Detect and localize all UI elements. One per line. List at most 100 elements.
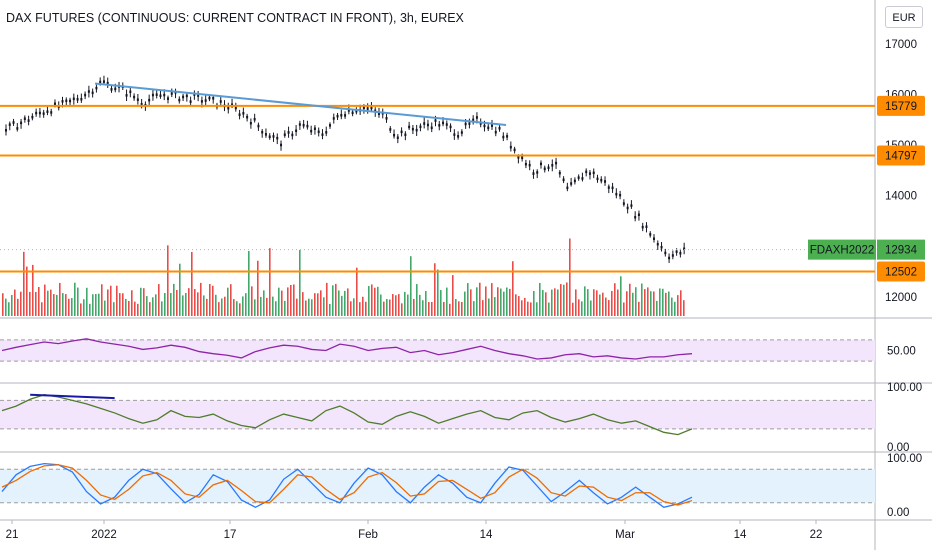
currency-button[interactable]: EUR <box>885 6 923 28</box>
volume-bar <box>320 290 322 316</box>
price-candle-body <box>551 164 554 167</box>
volume-bar <box>488 298 490 316</box>
volume-bar <box>251 286 253 316</box>
volume-bar <box>584 286 586 316</box>
price-candle-body <box>212 97 215 100</box>
volume-bar <box>350 301 352 316</box>
price-candle-body <box>664 251 667 255</box>
volume-bar <box>314 293 316 316</box>
price-candle-body <box>656 242 659 246</box>
price-candle-body <box>524 162 527 166</box>
price-candle-body <box>370 106 373 110</box>
price-axis-tick: 17000 <box>885 39 917 51</box>
price-candle-body <box>679 251 682 255</box>
volume-bar <box>578 299 580 316</box>
volume-bar <box>554 288 556 316</box>
volume-bar <box>416 284 418 316</box>
volume-bar <box>626 291 628 316</box>
volume-bar <box>446 287 448 316</box>
stochastic-k-line <box>1 462 693 509</box>
volume-bar <box>8 302 10 316</box>
volume-bar <box>380 294 382 316</box>
volume-bar <box>11 294 13 316</box>
price-candle-body <box>321 133 324 136</box>
divergence-line[interactable] <box>30 393 115 400</box>
price-axis-tick: 12000 <box>885 292 917 304</box>
price-candle-body <box>347 109 350 112</box>
price-candle-body <box>298 123 301 126</box>
price-candle-body <box>46 110 49 113</box>
volume-bar <box>5 298 7 316</box>
price-candle-body <box>404 133 407 137</box>
price-candle-body <box>449 125 452 129</box>
volume-bar <box>92 294 94 316</box>
price-axis-tick: 14000 <box>885 191 917 203</box>
volume-bar <box>473 301 475 316</box>
price-candle-body <box>607 186 610 189</box>
price-candle-body <box>272 135 275 138</box>
volume-bar <box>632 292 634 316</box>
price-candle-body <box>291 133 294 137</box>
oscillator-line <box>1 394 693 436</box>
price-candle-body <box>604 180 607 183</box>
price-candle-body <box>313 127 316 131</box>
volume-bar <box>56 294 58 316</box>
volume-bar <box>317 293 319 316</box>
price-candle-body <box>102 80 105 83</box>
volume-bar <box>44 284 46 316</box>
volume-bar <box>122 293 124 316</box>
trendline[interactable] <box>94 82 507 126</box>
volume-bar <box>77 287 79 316</box>
price-candle-body <box>332 117 335 120</box>
volume-bar <box>47 290 49 316</box>
time-axis-tick: 14 <box>480 529 493 541</box>
volume-bar <box>365 301 367 316</box>
price-candle-body <box>634 215 637 219</box>
level-price-label: 12502 <box>885 266 917 278</box>
volume-bar <box>344 290 346 316</box>
price-candle-body <box>197 94 200 97</box>
volume-bar <box>431 302 433 316</box>
volume-bar <box>194 289 196 316</box>
price-candle-body <box>219 100 222 103</box>
chart-title: DAX FUTURES (CONTINUOUS: CURRENT CONTRAC… <box>6 11 464 25</box>
price-candle-body <box>570 182 573 185</box>
price-candle-body <box>653 237 656 240</box>
level-price-tag <box>877 145 925 166</box>
price-candle-body <box>310 129 313 133</box>
volume-bar <box>230 284 232 316</box>
volume-bar <box>449 303 451 316</box>
price-candle-body <box>38 111 41 115</box>
volume-bar <box>299 249 301 316</box>
price-candle-body <box>35 111 38 115</box>
volume-bar <box>506 287 508 316</box>
volume-bar <box>41 302 43 316</box>
volume-bar <box>494 297 496 316</box>
price-candle-body <box>385 117 388 120</box>
price-candle-body <box>472 118 475 122</box>
price-candle-body <box>325 131 328 134</box>
volume-bar <box>596 290 598 316</box>
volume-bar <box>86 287 88 316</box>
price-candle-body <box>506 135 509 138</box>
volume-bar <box>143 288 145 316</box>
volume-bar <box>551 289 553 316</box>
volume-bar <box>53 294 55 316</box>
volume-bar <box>140 287 142 316</box>
volume-bar <box>440 290 442 316</box>
volume-bar <box>485 286 487 316</box>
price-candle-body <box>521 156 524 160</box>
volume-bar <box>368 286 370 316</box>
price-candle-body <box>547 166 550 170</box>
volume-bar <box>131 290 133 316</box>
price-candle-body <box>543 167 546 171</box>
volume-bar <box>107 289 109 316</box>
volume-bar <box>284 300 286 316</box>
price-candle-body <box>306 124 309 128</box>
volume-bar <box>71 298 73 316</box>
volume-bar <box>548 302 550 316</box>
price-candle-body <box>611 186 614 190</box>
volume-bar <box>35 291 37 316</box>
price-candle-body <box>151 93 154 97</box>
